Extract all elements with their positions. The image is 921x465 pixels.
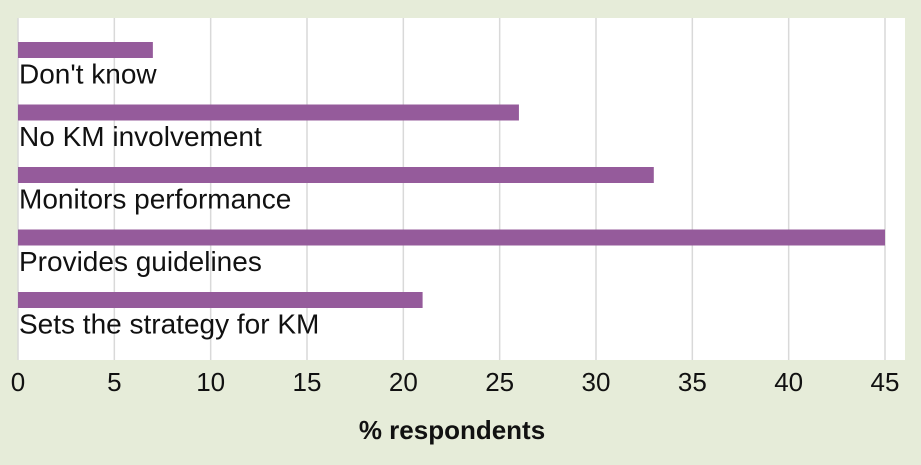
x-tick-label: 35 [678,367,707,397]
x-tick-label: 25 [485,367,514,397]
x-tick-label: 15 [293,367,322,397]
x-tick-label: 20 [389,367,418,397]
bar [18,104,519,121]
bar [18,229,885,246]
x-tick-label: 45 [871,367,900,397]
bar [18,292,423,308]
category-label: Don't know [19,58,157,89]
category-label: No KM involvement [19,121,262,152]
x-tick-label: 0 [11,367,25,397]
category-label: Monitors performance [19,183,291,214]
category-label: Sets the strategy for KM [19,308,319,339]
x-tick-label: 40 [774,367,803,397]
x-axis-title: % respondents [359,415,545,445]
bar [18,167,654,183]
bar [18,42,153,58]
x-tick-label: 5 [107,367,121,397]
category-label: Provides guidelines [19,246,262,277]
x-tick-label: 30 [582,367,611,397]
x-tick-label: 10 [196,367,225,397]
